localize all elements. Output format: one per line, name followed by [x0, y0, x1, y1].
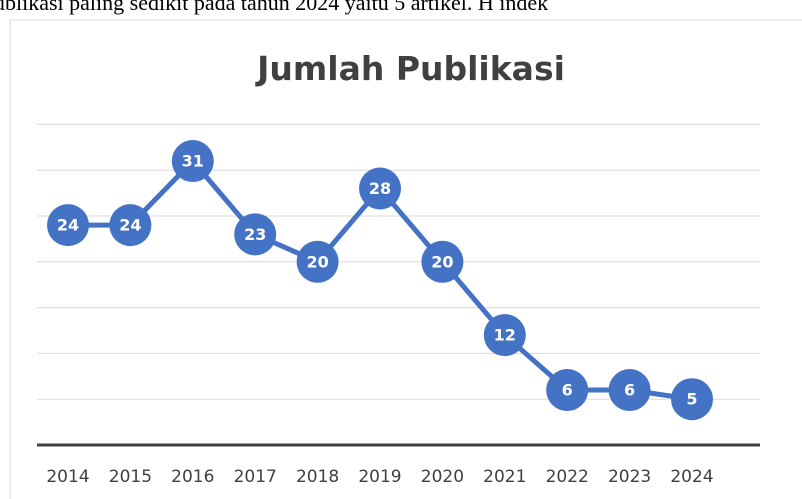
data-label: 28: [369, 179, 391, 198]
data-label: 31: [182, 152, 204, 171]
data-label: 24: [119, 216, 141, 235]
data-label: 5: [686, 390, 697, 409]
data-point: [421, 240, 464, 283]
data-point: [296, 240, 339, 283]
x-tick-label: 2021: [483, 467, 526, 487]
x-tick-label: 2018: [296, 467, 339, 487]
x-tick-label: 2022: [546, 467, 589, 487]
data-label: 6: [562, 381, 573, 400]
chart-title: Jumlah Publikasi: [255, 49, 565, 88]
data-point: [546, 369, 589, 412]
x-tick-label: 2014: [46, 467, 89, 487]
x-tick-label: 2016: [171, 467, 214, 487]
document-text: ublikasi paling sedikit pada tahun 2024 …: [0, 0, 548, 15]
data-label: 24: [57, 216, 79, 235]
data-label: 20: [306, 252, 328, 271]
data-point: [234, 213, 277, 256]
data-point: [671, 378, 713, 421]
data-label: 12: [494, 326, 516, 345]
data-point: [109, 204, 152, 247]
x-tick-label: 2020: [421, 467, 464, 487]
data-label: 20: [431, 252, 453, 271]
data-point: [483, 314, 526, 357]
x-tick-label: 2015: [109, 467, 152, 487]
x-tick-label: 2023: [608, 467, 651, 487]
data-point: [47, 204, 89, 247]
data-point: [359, 167, 401, 210]
data-label: 23: [244, 225, 266, 244]
x-tick-label: 2017: [234, 467, 277, 487]
x-tick-label: 2024: [670, 467, 713, 487]
data-point: [171, 140, 214, 183]
data-label: 6: [624, 381, 635, 400]
x-tick-label: 2019: [358, 467, 401, 487]
chart-border: [9, 19, 802, 499]
data-point: [608, 369, 651, 412]
